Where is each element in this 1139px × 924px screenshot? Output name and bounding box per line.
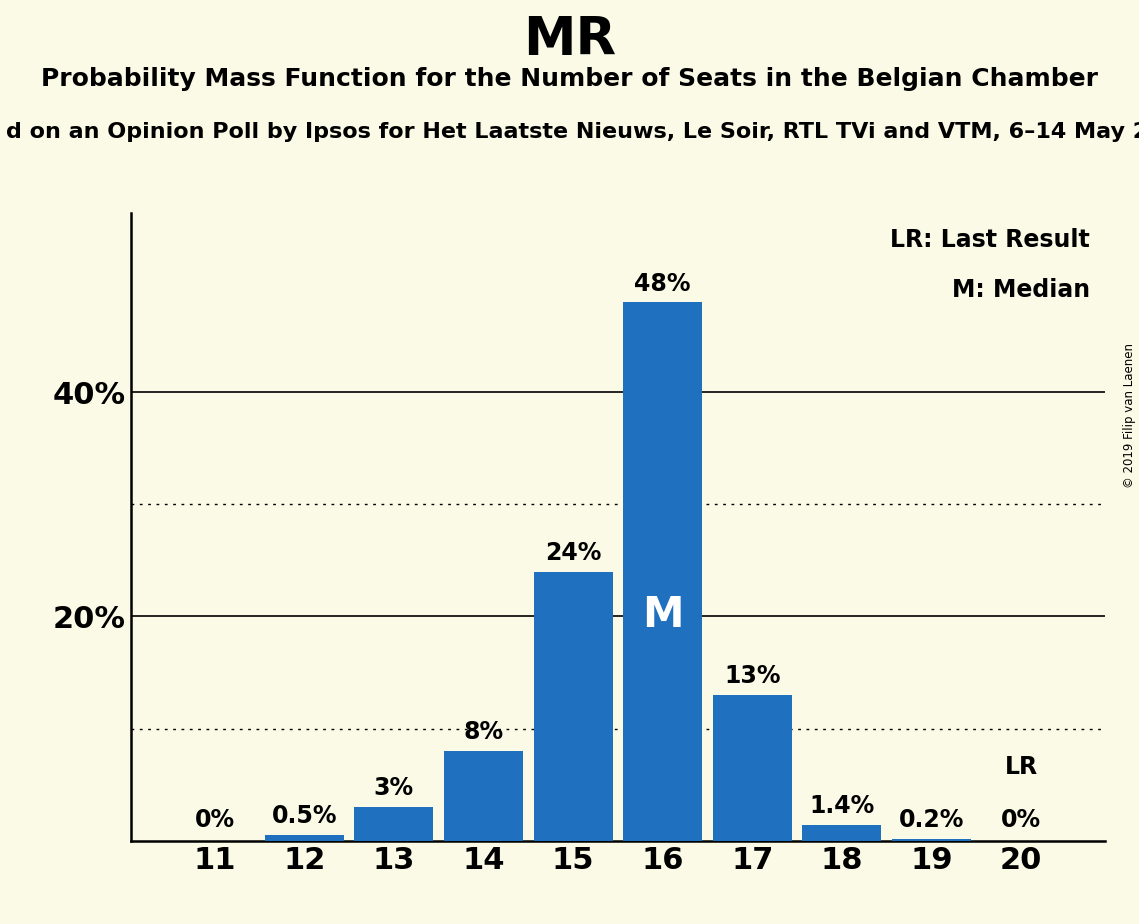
Bar <box>534 572 613 841</box>
Bar <box>892 839 970 841</box>
Text: 24%: 24% <box>544 541 601 565</box>
Text: 3%: 3% <box>374 776 413 800</box>
Text: 0%: 0% <box>1001 808 1041 832</box>
Bar <box>354 808 433 841</box>
Text: 48%: 48% <box>634 272 691 296</box>
Text: MR: MR <box>523 14 616 66</box>
Bar <box>713 695 792 841</box>
Text: Probability Mass Function for the Number of Seats in the Belgian Chamber: Probability Mass Function for the Number… <box>41 67 1098 91</box>
Text: 8%: 8% <box>464 721 503 745</box>
Text: © 2019 Filip van Laenen: © 2019 Filip van Laenen <box>1123 344 1136 488</box>
Text: 1.4%: 1.4% <box>810 795 875 819</box>
Text: M: Median: M: Median <box>952 278 1090 302</box>
Text: 0%: 0% <box>195 808 235 832</box>
Bar <box>265 835 344 841</box>
Bar <box>803 825 882 841</box>
Bar <box>444 751 523 841</box>
Text: LR: LR <box>1005 755 1038 779</box>
Text: 13%: 13% <box>724 664 780 688</box>
Text: d on an Opinion Poll by Ipsos for Het Laatste Nieuws, Le Soir, RTL TVi and VTM, : d on an Opinion Poll by Ipsos for Het La… <box>6 122 1139 142</box>
Text: LR: Last Result: LR: Last Result <box>891 228 1090 252</box>
Text: 0.5%: 0.5% <box>271 805 337 829</box>
Text: 0.2%: 0.2% <box>899 808 965 832</box>
Bar <box>623 302 702 841</box>
Text: M: M <box>642 593 683 636</box>
